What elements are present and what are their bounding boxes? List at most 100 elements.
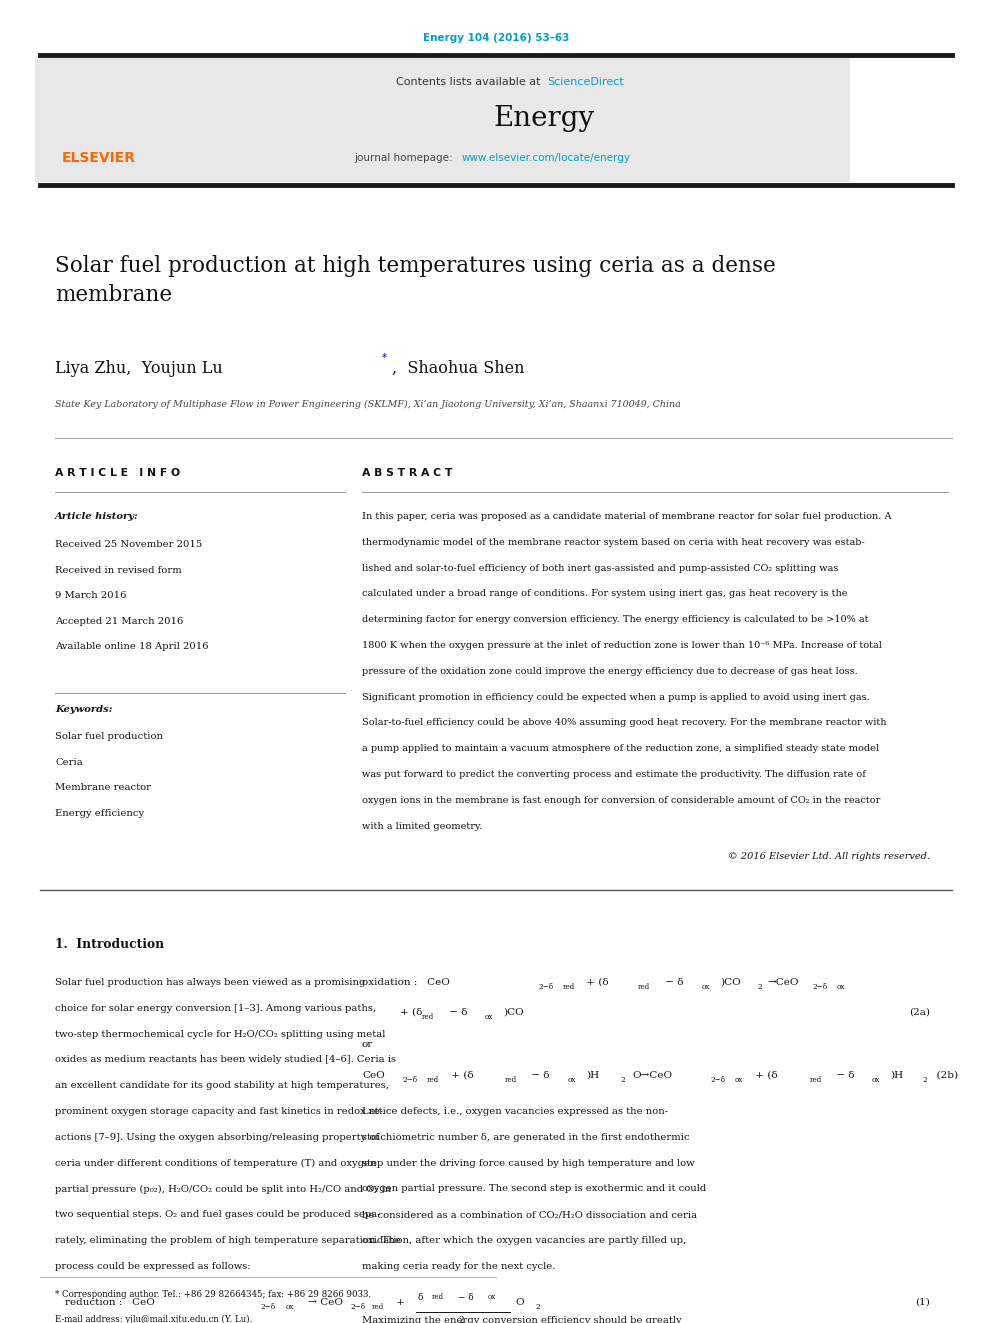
Text: )CO: )CO (720, 978, 741, 987)
Text: A B S T R A C T: A B S T R A C T (362, 468, 452, 478)
Text: be considered as a combination of CO₂/H₂O dissociation and ceria: be considered as a combination of CO₂/H₂… (362, 1211, 697, 1220)
Text: 2: 2 (922, 1076, 927, 1084)
Text: 2: 2 (620, 1076, 625, 1084)
Text: ox: ox (485, 1013, 493, 1021)
Text: →CeO: →CeO (767, 978, 799, 987)
Text: red: red (638, 983, 650, 991)
Text: O: O (515, 1298, 524, 1307)
Text: oxidation, after which the oxygen vacancies are partly filled up,: oxidation, after which the oxygen vacanc… (362, 1236, 686, 1245)
Text: red: red (422, 1013, 434, 1021)
Text: making ceria ready for the next cycle.: making ceria ready for the next cycle. (362, 1262, 556, 1271)
Text: + (δ: + (δ (448, 1072, 473, 1080)
Text: δ: δ (418, 1293, 424, 1302)
Text: reduction :   CeO: reduction : CeO (64, 1298, 155, 1307)
Text: )H: )H (586, 1072, 599, 1080)
Text: ox: ox (488, 1293, 496, 1301)
Text: Solar fuel production: Solar fuel production (55, 732, 163, 741)
Text: (2b): (2b) (930, 1072, 958, 1080)
Text: ox: ox (568, 1076, 576, 1084)
Text: two sequential steps. O₂ and fuel gases could be produced sepa-: two sequential steps. O₂ and fuel gases … (55, 1211, 381, 1220)
Text: E-mail address: yjlu@mail.xjtu.edu.cn (Y. Lu).: E-mail address: yjlu@mail.xjtu.edu.cn (Y… (55, 1315, 252, 1323)
Text: red: red (563, 983, 575, 991)
Text: 2: 2 (535, 1303, 540, 1311)
Text: Lattice defects, i.e., oxygen vacancies expressed as the non-: Lattice defects, i.e., oxygen vacancies … (362, 1107, 669, 1117)
Text: Energy 104 (2016) 53–63: Energy 104 (2016) 53–63 (423, 33, 569, 44)
Text: red: red (427, 1076, 439, 1084)
Text: Received 25 November 2015: Received 25 November 2015 (55, 540, 202, 549)
Text: prominent oxygen storage capacity and fast kinetics in redox re-: prominent oxygen storage capacity and fa… (55, 1107, 383, 1117)
Text: +: + (393, 1298, 405, 1307)
Text: Energy efficiency: Energy efficiency (55, 808, 144, 818)
Text: ,  Shaohua Shen: , Shaohua Shen (392, 360, 525, 377)
Text: CeO: CeO (362, 1072, 385, 1080)
Text: stoichiometric number δ, are generated in the first endothermic: stoichiometric number δ, are generated i… (362, 1132, 689, 1142)
Text: Ceria: Ceria (55, 758, 82, 766)
Text: www.elsevier.com/locate/energy: www.elsevier.com/locate/energy (461, 153, 630, 163)
Text: )H: )H (890, 1072, 903, 1080)
Text: choice for solar energy conversion [1–3]. Among various paths,: choice for solar energy conversion [1–3]… (55, 1004, 376, 1013)
Text: rately, eliminating the problem of high temperature separation. The: rately, eliminating the problem of high … (55, 1236, 401, 1245)
Text: red: red (372, 1303, 384, 1311)
Text: ceria under different conditions of temperature (T) and oxygen: ceria under different conditions of temp… (55, 1159, 377, 1168)
Text: − δ: − δ (528, 1072, 550, 1080)
Text: − δ: − δ (455, 1293, 474, 1302)
Text: ox: ox (702, 983, 710, 991)
Text: or: or (362, 1040, 373, 1049)
Text: 2−δ: 2−δ (402, 1076, 417, 1084)
Text: red: red (432, 1293, 444, 1301)
Text: Article history:: Article history: (55, 512, 139, 521)
Text: red: red (505, 1076, 517, 1084)
Text: → CeO: → CeO (305, 1298, 343, 1307)
Text: In this paper, ceria was proposed as a candidate material of membrane reactor fo: In this paper, ceria was proposed as a c… (362, 512, 892, 521)
Text: oxides as medium reactants has been widely studied [4–6]. Ceria is: oxides as medium reactants has been wide… (55, 1056, 396, 1065)
Text: Significant promotion in efficiency could be expected when a pump is applied to : Significant promotion in efficiency coul… (362, 693, 870, 701)
Text: thermodynamic model of the membrane reactor system based on ceria with heat reco: thermodynamic model of the membrane reac… (362, 538, 865, 546)
Text: Keywords:: Keywords: (55, 705, 112, 714)
Text: 2: 2 (757, 983, 762, 991)
Text: process could be expressed as follows:: process could be expressed as follows: (55, 1262, 251, 1271)
Text: + (δ: + (δ (752, 1072, 778, 1080)
Text: (2a): (2a) (909, 1008, 930, 1017)
Text: 2: 2 (458, 1316, 463, 1323)
Text: Received in revised form: Received in revised form (55, 565, 182, 574)
Text: Accepted 21 March 2016: Accepted 21 March 2016 (55, 617, 184, 626)
Text: Solar fuel production at high temperatures using ceria as a dense
membrane: Solar fuel production at high temperatur… (55, 255, 776, 306)
Text: step under the driving force caused by high temperature and low: step under the driving force caused by h… (362, 1159, 694, 1168)
Text: 2−δ: 2−δ (710, 1076, 725, 1084)
Text: actions [7–9]. Using the oxygen absorbing/releasing property of: actions [7–9]. Using the oxygen absorbin… (55, 1132, 379, 1142)
Text: Available online 18 April 2016: Available online 18 April 2016 (55, 642, 208, 651)
Text: oxygen ions in the membrane is fast enough for conversion of considerable amount: oxygen ions in the membrane is fast enou… (362, 796, 880, 804)
Text: + (δ: + (δ (583, 978, 609, 987)
Text: Energy: Energy (493, 105, 594, 131)
Text: A R T I C L E   I N F O: A R T I C L E I N F O (55, 468, 181, 478)
Text: partial pressure (p₀₂), H₂O/CO₂ could be split into H₂/CO and O₂ in: partial pressure (p₀₂), H₂O/CO₂ could be… (55, 1184, 391, 1193)
Text: Contents lists available at: Contents lists available at (396, 77, 544, 87)
Text: ox: ox (735, 1076, 743, 1084)
Text: 2−δ: 2−δ (350, 1303, 365, 1311)
Bar (35, 56, 850, 183)
Text: two-step thermochemical cycle for H₂O/CO₂ splitting using metal: two-step thermochemical cycle for H₂O/CO… (55, 1029, 385, 1039)
Text: ox: ox (837, 983, 845, 991)
Text: 1800 K when the oxygen pressure at the inlet of reduction zone is lower than 10⁻: 1800 K when the oxygen pressure at the i… (362, 642, 882, 650)
Text: with a limited geometry.: with a limited geometry. (362, 822, 482, 831)
Text: oxygen partial pressure. The second step is exothermic and it could: oxygen partial pressure. The second step… (362, 1184, 706, 1193)
Text: − δ: − δ (662, 978, 683, 987)
Text: − δ: − δ (833, 1072, 854, 1080)
Text: © 2016 Elsevier Ltd. All rights reserved.: © 2016 Elsevier Ltd. All rights reserved… (728, 852, 930, 861)
Text: − δ: − δ (446, 1008, 467, 1017)
Text: determining factor for energy conversion efficiency. The energy efficiency is ca: determining factor for energy conversion… (362, 615, 869, 624)
Text: O→CeO: O→CeO (632, 1072, 673, 1080)
Text: 2−δ: 2−δ (260, 1303, 275, 1311)
Text: (1): (1) (916, 1298, 930, 1307)
Text: an excellent candidate for its good stability at high temperatures,: an excellent candidate for its good stab… (55, 1081, 389, 1090)
Text: journal homepage:: journal homepage: (354, 153, 456, 163)
Text: 2−δ: 2−δ (812, 983, 827, 991)
Text: Membrane reactor: Membrane reactor (55, 783, 151, 792)
Text: ELSEVIER: ELSEVIER (62, 151, 136, 165)
Text: 2−δ: 2−δ (538, 983, 554, 991)
Text: Solar-to-fuel efficiency could be above 40% assuming good heat recovery. For the: Solar-to-fuel efficiency could be above … (362, 718, 887, 728)
Text: 1.  Introduction: 1. Introduction (55, 938, 164, 951)
Text: Liya Zhu,  Youjun Lu: Liya Zhu, Youjun Lu (55, 360, 223, 377)
Text: pressure of the oxidation zone could improve the energy efficiency due to decrea: pressure of the oxidation zone could imp… (362, 667, 858, 676)
Text: )CO: )CO (503, 1008, 524, 1017)
